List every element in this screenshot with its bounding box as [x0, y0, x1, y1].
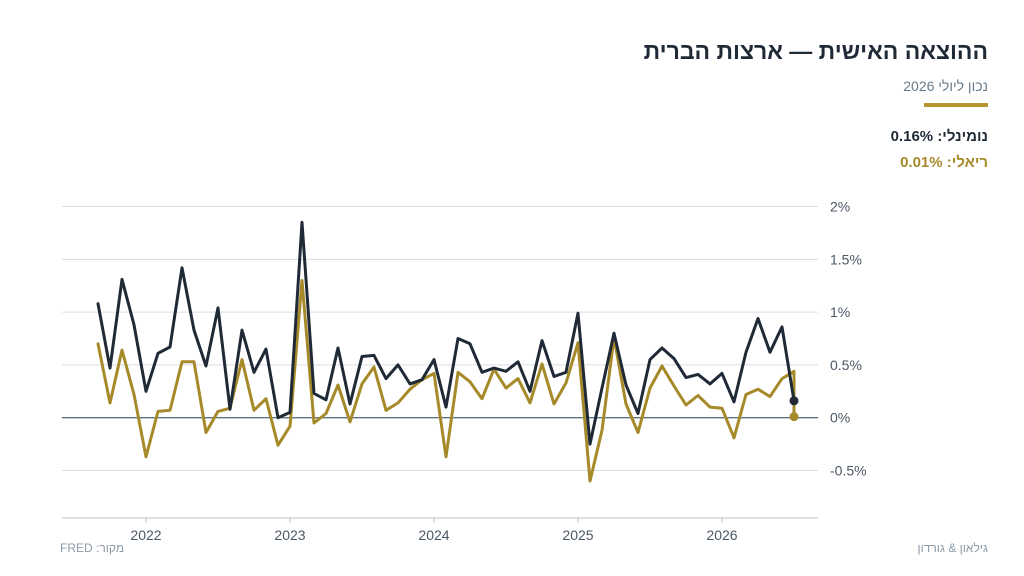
- accent-rule: [924, 103, 988, 107]
- y-tick-label: 0%: [830, 410, 850, 426]
- y-tick-label: 2%: [830, 199, 850, 215]
- legend-real-value: 0.01%: [900, 154, 943, 171]
- series-layer: [96, 220, 799, 483]
- y-tick-label: 1.5%: [830, 251, 862, 267]
- y-tick-label: -0.5%: [830, 462, 867, 478]
- page-subtitle: נכון ליולי 2026: [903, 78, 988, 94]
- legend-nominal-label: נומינלי:: [937, 128, 988, 145]
- axis-layer: 2% 1.5% 1% 0.5% 0% -0.5% 2022 2023 2024 2025 2026: [62, 199, 867, 543]
- legend-real-label: ריאלי:: [946, 154, 988, 171]
- brand-credit: גילאון & גורדון: [917, 541, 988, 555]
- x-tick-label: 2024: [418, 527, 449, 543]
- legend-nominal-value: 0.16%: [890, 128, 934, 145]
- x-tick-label: 2026: [706, 527, 737, 543]
- real-end-point: [789, 412, 799, 422]
- real-series-line: [96, 279, 796, 483]
- y-tick-label: 0.5%: [830, 357, 862, 373]
- nominal-end-point: [789, 396, 799, 406]
- nominal-series-line: [96, 220, 796, 446]
- x-tick-label: 2025: [562, 527, 593, 543]
- x-tick-label: 2023: [274, 527, 305, 543]
- legend-nominal: נומינלי: 0.16%: [891, 128, 988, 145]
- grid-layer: [62, 206, 818, 471]
- legend-real: ריאלי: 0.01%: [900, 154, 988, 171]
- source-note: מקור: FRED: [60, 541, 125, 555]
- page-title: ההוצאה האישית — ארצות הברית: [643, 38, 988, 64]
- x-tick-label: 2022: [130, 527, 161, 543]
- y-tick-label: 1%: [830, 304, 850, 320]
